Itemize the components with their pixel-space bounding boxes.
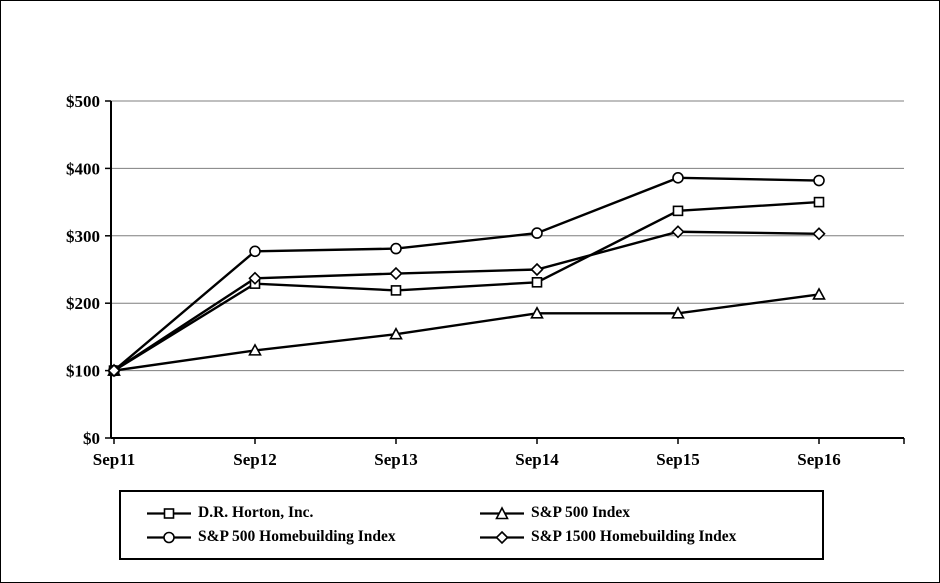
legend-item-sp1500-homebuilding: S&P 1500 Homebuilding Index xyxy=(480,528,822,546)
y-tick-label: $300 xyxy=(66,227,100,246)
triangle-marker-icon xyxy=(480,505,524,519)
triangle-data-point xyxy=(248,343,262,356)
circle-data-point xyxy=(390,242,402,255)
triangle-data-point xyxy=(812,287,826,300)
x-tick-label: Sep12 xyxy=(233,450,276,469)
y-tick-label: $0 xyxy=(83,429,100,448)
diamond-data-point xyxy=(812,227,826,241)
series-line xyxy=(113,230,820,372)
x-tick-label: Sep15 xyxy=(656,450,699,469)
legend-label: S&P 500 Homebuilding Index xyxy=(198,528,396,545)
y-tick-label: $400 xyxy=(66,159,100,178)
x-tick-label: Sep11 xyxy=(93,450,136,469)
square-data-point xyxy=(531,277,543,288)
legend-item-sp500: S&P 500 Index xyxy=(480,504,822,522)
circle-marker-icon xyxy=(147,531,191,543)
y-tick-label: $200 xyxy=(66,294,100,313)
chart-svg: $0 $100 $200 $300 $400 $500 Sep11 Sep12 Sep13 Sep… xyxy=(66,92,905,469)
diamond-data-point xyxy=(671,225,685,239)
series-line xyxy=(113,293,820,372)
x-tick-label: Sep16 xyxy=(797,450,840,469)
legend-item-dr-horton: D.R. Horton, Inc. xyxy=(147,504,480,522)
diamond-data-point xyxy=(248,271,262,285)
triangle-data-point xyxy=(671,306,685,319)
legend-label: S&P 1500 Homebuilding Index xyxy=(531,528,737,545)
circle-data-point xyxy=(249,245,261,258)
legend: D.R. Horton, Inc. S&P 500 Index S&P 500 … xyxy=(119,490,824,560)
square-data-point xyxy=(390,285,402,296)
series-line xyxy=(113,176,820,372)
triangle-data-point xyxy=(530,306,544,319)
square-marker-icon xyxy=(147,507,191,519)
diamond-marker-icon xyxy=(480,530,524,544)
diamond-data-point xyxy=(389,266,403,281)
diamond-data-point xyxy=(107,363,121,378)
circle-data-point xyxy=(531,227,543,239)
circle-data-point xyxy=(813,174,825,187)
x-tick-label: Sep14 xyxy=(515,450,559,469)
legend-label: S&P 500 Index xyxy=(531,504,631,521)
y-tick-label: $500 xyxy=(66,92,100,111)
square-data-point xyxy=(672,205,684,217)
triangle-data-point xyxy=(389,327,403,340)
x-tick-label: Sep13 xyxy=(374,450,417,469)
circle-data-point xyxy=(672,172,684,184)
series-line xyxy=(113,200,820,372)
diamond-data-point xyxy=(530,262,544,277)
legend-label: D.R. Horton, Inc. xyxy=(198,504,314,521)
legend-item-sp500-homebuilding: S&P 500 Homebuilding Index xyxy=(147,528,480,546)
square-data-point xyxy=(813,196,825,208)
y-tick-label: $100 xyxy=(66,362,100,381)
